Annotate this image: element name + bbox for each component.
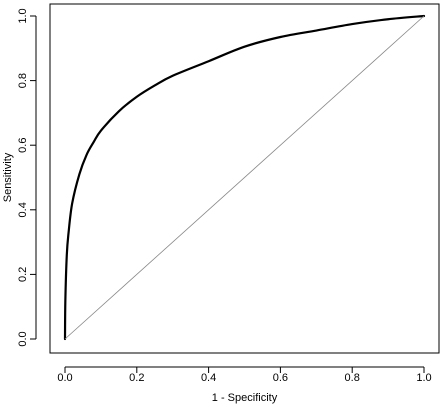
y-axis-title: Sensitivity xyxy=(2,152,14,202)
x-tick-label: 0.0 xyxy=(57,372,72,384)
roc-curve xyxy=(63,14,426,341)
y-tick-label: 0.0 xyxy=(17,331,29,346)
x-axis-title: 1 - Specificity xyxy=(212,392,278,404)
y-tick-label: 0.4 xyxy=(17,202,29,217)
x-tick-label: 1.0 xyxy=(416,372,431,384)
y-tick-label: 0.6 xyxy=(17,138,29,153)
x-tick-label: 0.6 xyxy=(273,372,288,384)
y-tick-label: 1.0 xyxy=(17,8,29,23)
x-tick-label: 0.8 xyxy=(345,372,360,384)
x-tick-label: 0.4 xyxy=(201,372,216,384)
y-tick-label: 0.8 xyxy=(17,73,29,88)
reference-diagonal-line xyxy=(64,15,425,340)
x-tick-label: 0.2 xyxy=(129,372,144,384)
y-tick-label: 0.2 xyxy=(17,267,29,282)
plot-frame xyxy=(49,3,440,354)
